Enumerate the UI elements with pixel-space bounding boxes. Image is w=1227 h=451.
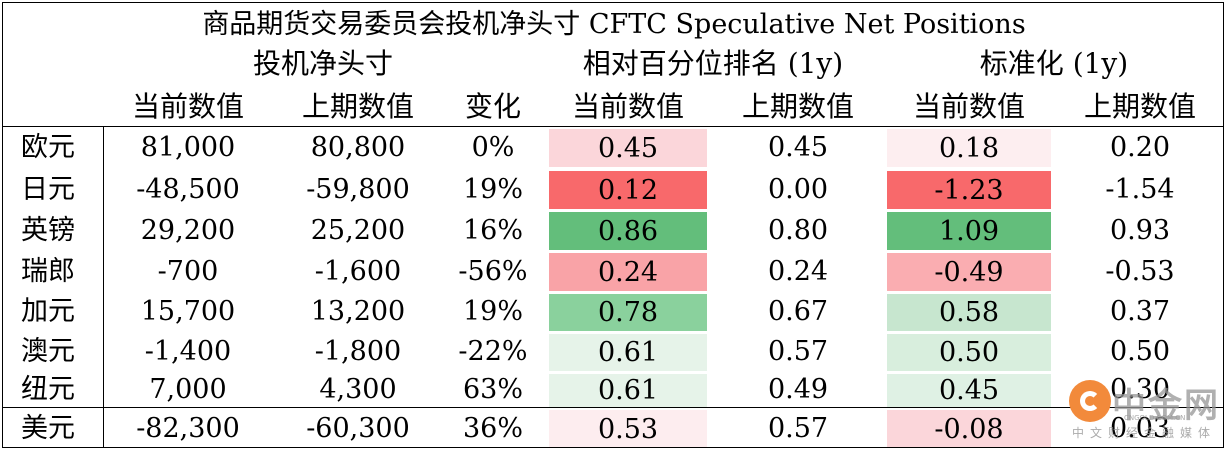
cell-previous-value: 4,300 <box>319 374 397 405</box>
cell-current-value: 29,200 <box>140 214 236 246</box>
cell-norm-previous: 0.50 <box>1109 336 1171 367</box>
cell-norm-current: 0.45 <box>887 374 1051 407</box>
table-row: 加元 15,700 13,200 19% 0.78 0.67 0.58 0.37 <box>3 292 1223 331</box>
col-header-previous-value: 上期数值 <box>301 90 414 123</box>
row-label: 瑞郎 <box>21 255 75 287</box>
cell-current-value: 81,000 <box>140 131 236 163</box>
cell-norm-current: -1.23 <box>887 171 1051 209</box>
cell-rank-previous: 0.49 <box>767 374 829 405</box>
usd-divider <box>3 407 1223 408</box>
row-label: 英镑 <box>21 214 75 246</box>
col-header-change: 变化 <box>464 90 521 123</box>
cell-previous-value: -59,800 <box>306 173 410 205</box>
cell-norm-previous: 0.30 <box>1109 374 1171 405</box>
cell-previous-value: -1,600 <box>314 255 402 287</box>
cell-previous-value: 80,800 <box>310 131 406 163</box>
cell-change: 16% <box>462 214 523 246</box>
cell-rank-previous: 0.67 <box>767 296 829 327</box>
cell-change: 19% <box>462 296 523 327</box>
cell-change: 36% <box>462 412 523 444</box>
cell-rank-previous: 0.24 <box>767 255 829 287</box>
group-header-net: 投机净头寸 <box>252 47 393 80</box>
cell-norm-previous: 0.93 <box>1109 214 1171 246</box>
header-divider <box>3 126 1223 127</box>
cell-norm-previous: 0.20 <box>1109 131 1171 163</box>
cell-rank-previous: 0.80 <box>767 214 829 246</box>
cell-norm-previous: 0.03 <box>1109 412 1171 444</box>
cell-norm-current: 1.09 <box>887 212 1051 250</box>
cell-norm-current: 0.58 <box>887 294 1051 331</box>
cell-current-value: 7,000 <box>149 374 227 405</box>
cell-current-value: -82,300 <box>136 412 240 444</box>
group-header-rank: 相对百分位排名 (1y) <box>582 47 844 80</box>
watermark-slogan: 中文财经金融媒体 <box>1072 426 1217 440</box>
row-label: 日元 <box>21 173 75 205</box>
cell-norm-previous: 0.37 <box>1109 296 1171 327</box>
table-row: 澳元 -1,400 -1,800 -22% 0.61 0.57 0.50 0.50 <box>3 332 1223 371</box>
watermark-url: CNGOLD.COM.CN <box>1124 414 1186 422</box>
label-column-divider <box>103 126 104 447</box>
cell-rank-previous: 0.57 <box>767 336 829 367</box>
watermark-logo-icon <box>1069 380 1111 422</box>
cell-rank-previous: 0.00 <box>767 173 829 205</box>
col-header-norm-previous: 上期数值 <box>1083 90 1196 123</box>
cell-norm-current: 0.50 <box>887 334 1051 371</box>
cell-change: 19% <box>462 173 523 205</box>
cell-previous-value: 25,200 <box>310 214 406 246</box>
table-row: 日元 -48,500 -59,800 19% 0.12 0.00 -1.23 -1.54 <box>3 169 1223 209</box>
table-row: 英镑 29,200 25,200 16% 0.86 0.80 1.09 0.93 <box>3 210 1223 250</box>
row-label: 加元 <box>21 296 75 327</box>
cell-rank-current: 0.12 <box>549 171 707 209</box>
row-label: 欧元 <box>21 131 75 163</box>
cell-norm-current: -0.49 <box>887 253 1051 291</box>
cell-norm-previous: -1.54 <box>1105 173 1175 205</box>
cell-current-value: -48,500 <box>136 173 240 205</box>
watermark-name: 中金网 <box>1112 386 1220 426</box>
cell-previous-value: 13,200 <box>310 296 406 327</box>
cell-rank-current: 0.86 <box>549 212 707 250</box>
row-label: 纽元 <box>21 374 75 405</box>
cell-rank-current: 0.53 <box>549 410 707 447</box>
cell-change: 0% <box>471 131 515 163</box>
cell-current-value: -700 <box>157 255 219 287</box>
table-row: 美元 -82,300 -60,300 36% 0.53 0.57 -0.08 0.03 <box>3 408 1223 447</box>
col-header-current-value: 当前数值 <box>131 90 244 123</box>
cell-current-value: -1,400 <box>144 336 232 367</box>
table-row: 纽元 7,000 4,300 63% 0.61 0.49 0.45 0.30 <box>3 372 1223 407</box>
cell-rank-current: 0.61 <box>549 334 707 371</box>
cell-change: -56% <box>458 255 528 287</box>
row-label: 美元 <box>21 412 75 444</box>
cell-rank-previous: 0.57 <box>767 412 829 444</box>
cell-rank-previous: 0.45 <box>767 131 829 163</box>
cell-change: 63% <box>462 374 523 405</box>
cell-norm-current: -0.08 <box>887 410 1051 447</box>
cell-change: -22% <box>458 336 528 367</box>
cell-current-value: 15,700 <box>140 296 236 327</box>
table-title: 商品期货交易委员会投机净头寸 CFTC Speculative Net Posi… <box>202 8 1026 40</box>
group-header-norm: 标准化 (1y) <box>979 47 1129 80</box>
row-label: 澳元 <box>21 336 75 367</box>
col-header-rank-previous: 上期数值 <box>741 90 854 123</box>
cell-norm-previous: -0.53 <box>1105 255 1175 287</box>
cell-rank-current: 0.24 <box>549 253 707 291</box>
cell-rank-current: 0.45 <box>549 129 707 167</box>
table-row: 瑞郎 -700 -1,600 -56% 0.24 0.24 -0.49 -0.53 <box>3 251 1223 291</box>
col-header-norm-current: 当前数值 <box>912 90 1025 123</box>
cell-rank-current: 0.61 <box>549 374 707 407</box>
cell-rank-current: 0.78 <box>549 294 707 331</box>
cell-previous-value: -1,800 <box>314 336 402 367</box>
cell-previous-value: -60,300 <box>306 412 410 444</box>
col-header-rank-current: 当前数值 <box>571 90 684 123</box>
cell-norm-current: 0.18 <box>887 129 1051 167</box>
table-row: 欧元 81,000 80,800 0% 0.45 0.45 0.18 0.20 <box>3 127 1223 167</box>
